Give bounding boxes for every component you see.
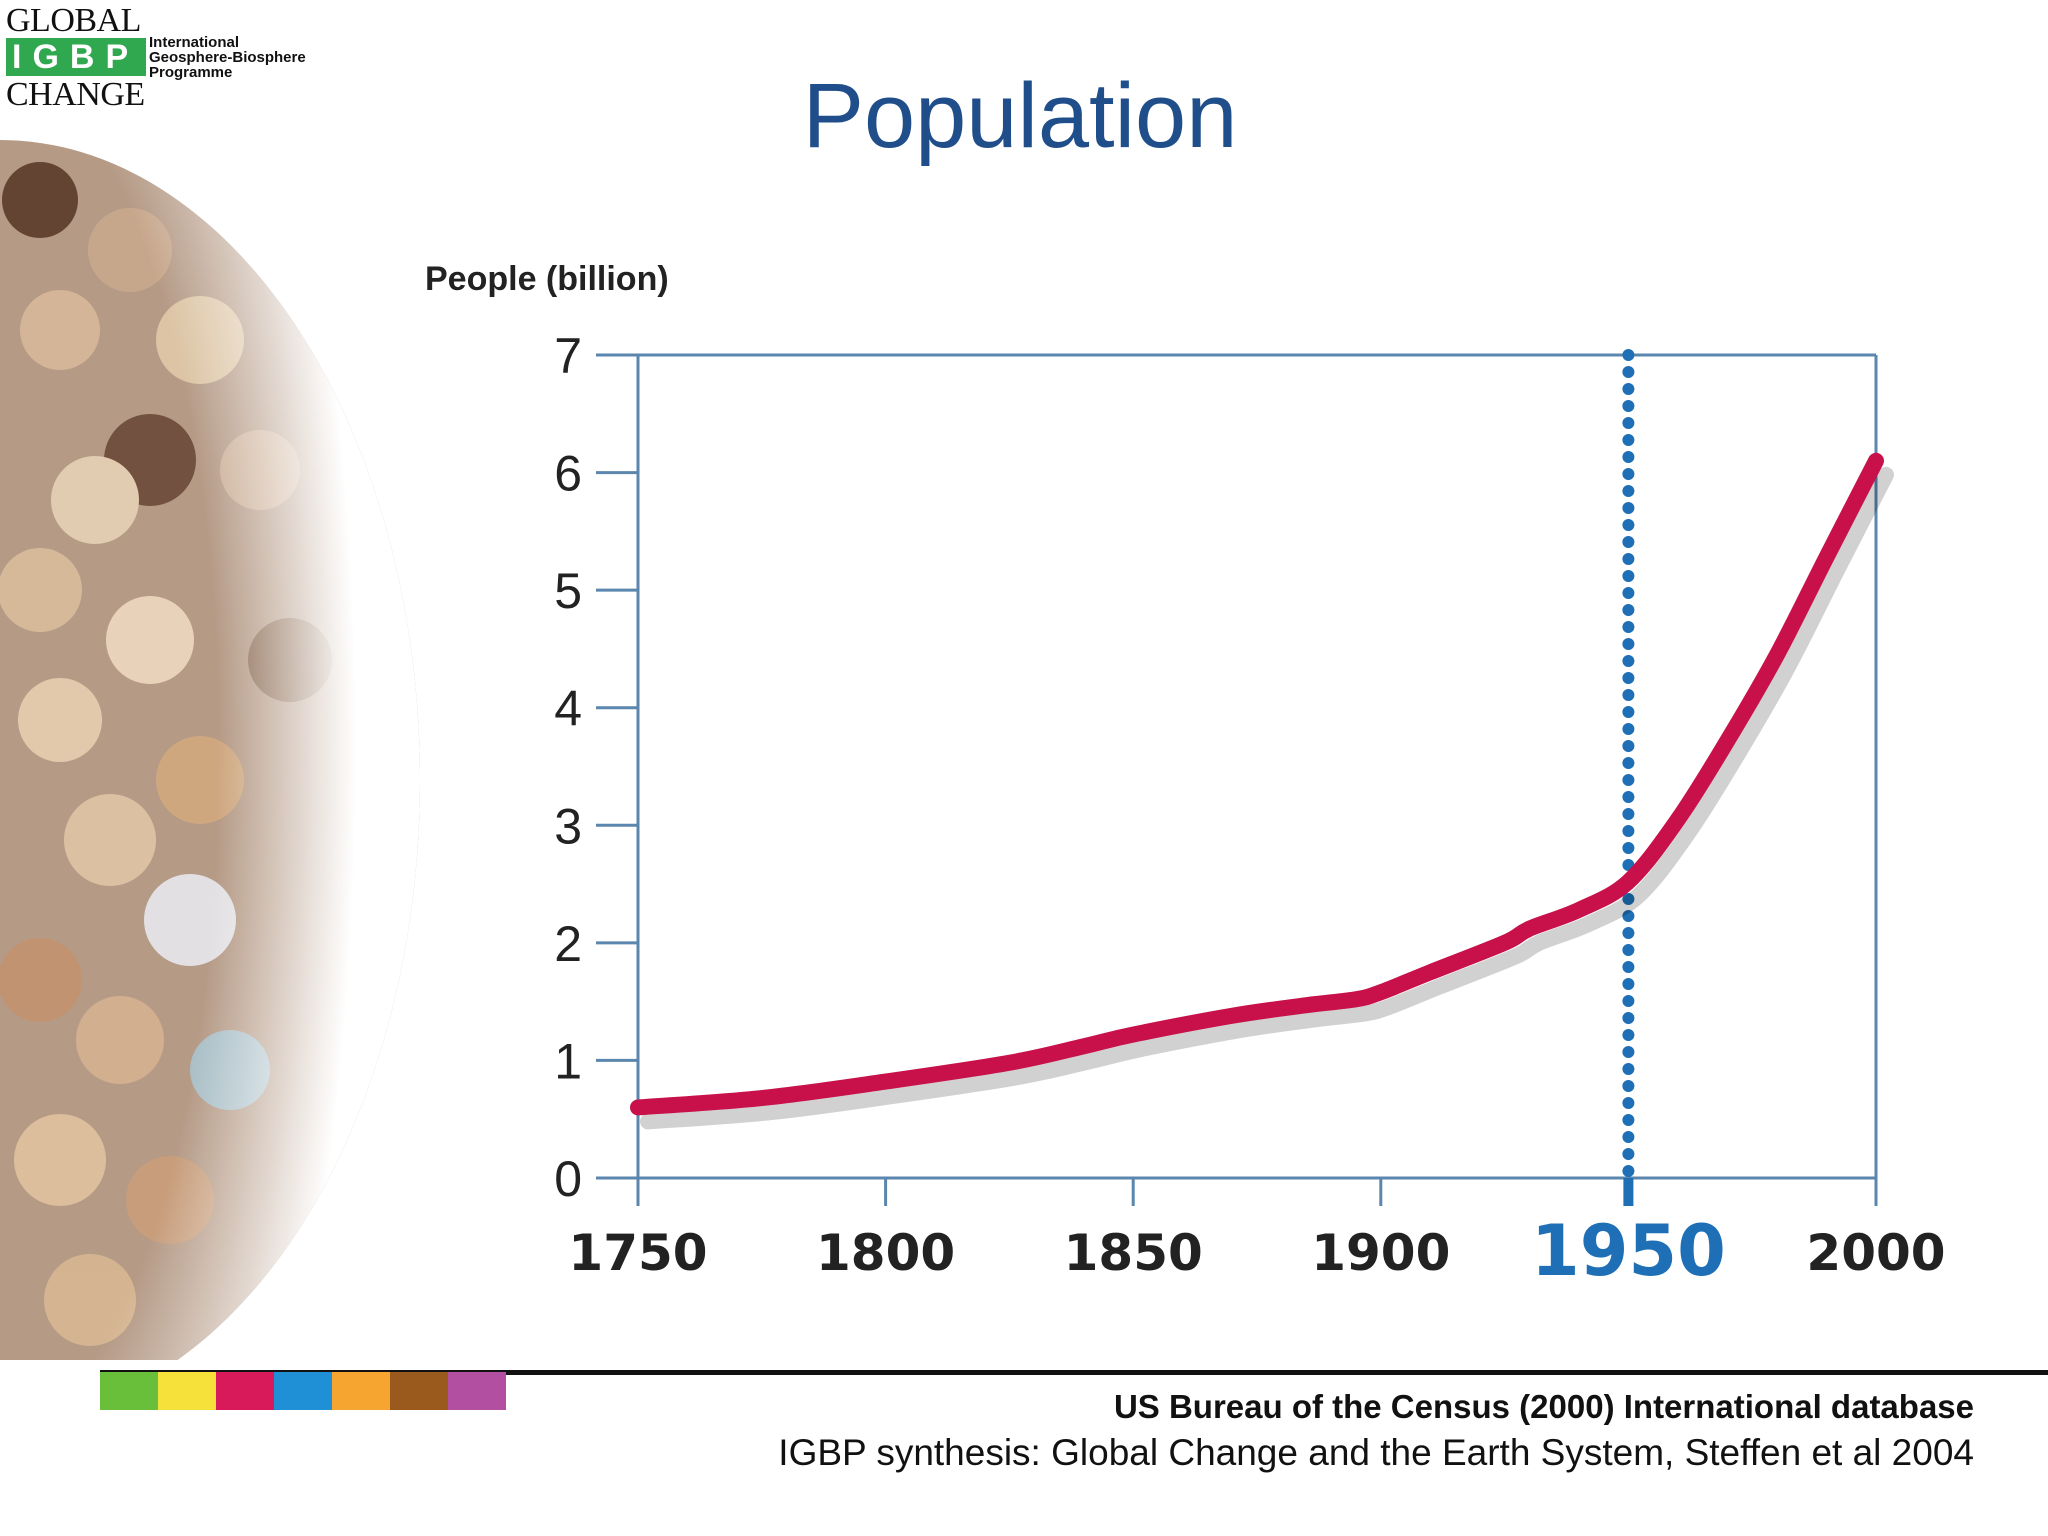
logo-change-text: CHANGE [6, 76, 145, 113]
x-tick-label: 1850 [1064, 1224, 1203, 1282]
source-line-1: US Bureau of the Census (2000) Internati… [1113, 1388, 1974, 1425]
x-tick-label: 1900 [1311, 1224, 1450, 1282]
color-strip-swatch [274, 1372, 332, 1410]
color-strip-swatch [332, 1372, 390, 1410]
y-tick-label: 2 [554, 916, 582, 972]
logo-subtitle-line: International [149, 34, 240, 51]
y-tick-label: 1 [554, 1033, 582, 1089]
y-tick-label: 3 [554, 798, 582, 854]
color-strip-swatch [390, 1372, 448, 1410]
series-line-shadow [640, 466, 1894, 1130]
y-tick-label: 0 [554, 1151, 582, 1207]
x-tick-label: 1800 [816, 1224, 955, 1282]
y-tick-label: 5 [554, 563, 582, 619]
color-strip-swatch [100, 1372, 158, 1410]
x-tick-label: 2000 [1806, 1224, 1945, 1282]
population-series-line [630, 452, 1884, 1116]
logo-subtitle-line: Programme [149, 64, 233, 81]
crowd-photo-image [0, 140, 420, 1360]
x-tick-label: 1750 [568, 1224, 707, 1282]
color-strip-swatch [216, 1372, 274, 1410]
logo-subtitle: International Geosphere-Biosphere Progra… [149, 35, 306, 80]
logo-global-text: GLOBAL [6, 2, 141, 39]
color-strip [100, 1372, 506, 1410]
y-tick-label: 7 [554, 328, 582, 384]
source-line-2: IGBP synthesis: Global Change and the Ea… [778, 1432, 1974, 1473]
igbp-logo: GLOBAL IGBP CHANGE International Geosphe… [4, 2, 324, 112]
y-tick-label: 6 [554, 446, 582, 502]
slide-title: Population [802, 65, 1238, 167]
footer-rule [100, 1370, 2048, 1375]
crowd-photo [0, 140, 440, 1360]
y-axis-label: People (billion) [425, 260, 669, 298]
color-strip-swatch [158, 1372, 216, 1410]
logo-subtitle-line: Geosphere-Biosphere [149, 49, 306, 66]
y-tick-label: 4 [554, 681, 582, 737]
x-tick-label-highlight: 1950 [1531, 1210, 1726, 1292]
color-strip-swatch [448, 1372, 506, 1410]
logo-igbp-text: IGBP [6, 38, 146, 76]
